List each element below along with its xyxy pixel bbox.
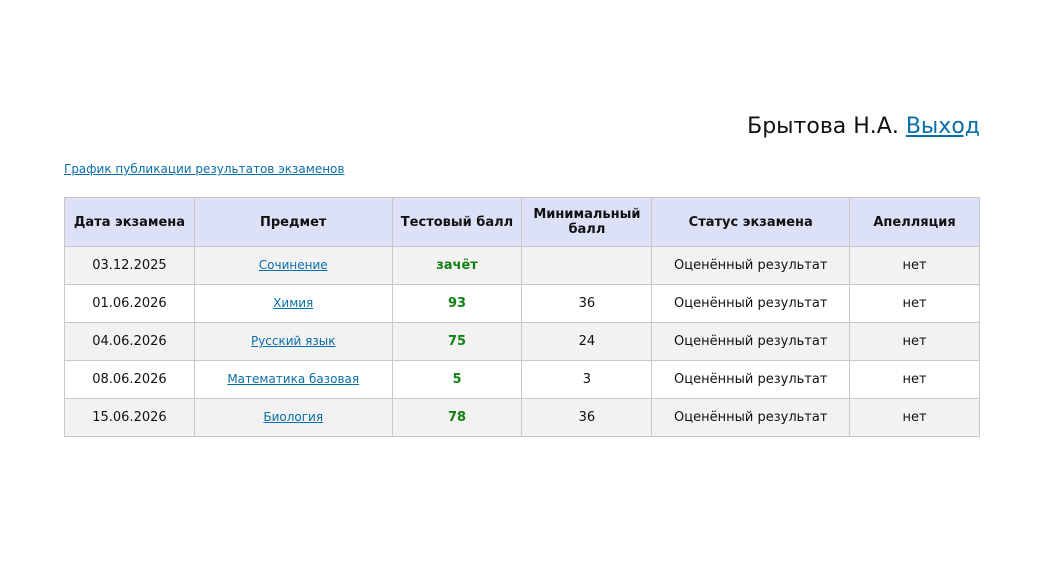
exam-date: 15.06.2026 [64, 398, 195, 437]
column-header: Дата экзамена [64, 197, 195, 247]
subject-link[interactable]: Математика базовая [227, 372, 360, 386]
subject-link[interactable]: Сочинение [258, 258, 328, 272]
column-header: Статус экзамена [651, 197, 851, 247]
appeal: нет [849, 322, 980, 361]
table-body: 03.12.2025 Сочинение зачёт Оценённый резуль… [64, 246, 980, 437]
appeal: нет [849, 360, 980, 399]
exam-date: 03.12.2025 [64, 246, 195, 285]
test-score: 78 [391, 398, 523, 437]
logout-link[interactable]: Выход [905, 114, 980, 139]
subject-cell: Русский язык [193, 322, 393, 361]
results-table: Дата экзамена Предмет Тестовый балл Минимал… [64, 197, 980, 437]
subject-cell: Математика базовая [193, 360, 393, 399]
user-box: Брытова Н.А. Выход [747, 114, 980, 139]
exam-status: Оценённый результат [651, 398, 851, 437]
appeal: нет [849, 284, 980, 323]
subject-cell: Сочинение [193, 246, 393, 285]
min-score: 3 [521, 360, 653, 399]
table-row: 03.12.2025 Сочинение зачёт Оценённый резуль… [64, 246, 980, 285]
column-header: Минимальный балл [521, 197, 653, 247]
test-score: зачёт [391, 246, 523, 285]
column-header: Тестовый балл [391, 197, 523, 247]
table-row: 08.06.2026 Математика базовая 5 3 Оценённый … [64, 360, 980, 399]
test-score: 5 [391, 360, 523, 399]
exam-date: 04.06.2026 [64, 322, 195, 361]
subject-cell: Биология [193, 398, 393, 437]
subject-link[interactable]: Русский язык [250, 334, 336, 348]
test-score: 75 [391, 322, 523, 361]
header-row: Дата экзамена Предмет Тестовый балл Минимал… [64, 197, 980, 247]
exam-status: Оценённый результат [651, 322, 851, 361]
subject-cell: Химия [193, 284, 393, 323]
min-score: 24 [521, 322, 653, 361]
column-header: Апелляция [849, 197, 980, 247]
appeal: нет [849, 398, 980, 437]
test-score: 93 [391, 284, 523, 323]
table-row: 01.06.2026 Химия 93 36 Оценённый результат не… [64, 284, 980, 323]
subject-link[interactable]: Биология [263, 410, 324, 424]
table-row: 04.06.2026 Русский язык 75 24 Оценённый резу… [64, 322, 980, 361]
user-name: Брытова Н.А. [747, 114, 899, 139]
subject-link[interactable]: Химия [273, 296, 314, 310]
min-score-cell [521, 246, 653, 285]
exam-date: 08.06.2026 [64, 360, 195, 399]
exam-status: Оценённый результат [651, 360, 851, 399]
exam-date: 01.06.2026 [64, 284, 195, 323]
exam-status: Оценённый результат [651, 284, 851, 323]
exam-status: Оценённый результат [651, 246, 851, 285]
table-row: 15.06.2026 Биология 78 36 Оценённый результа… [64, 398, 980, 437]
column-header: Предмет [193, 197, 393, 247]
schedule-link[interactable]: График публикации результатов экзаменов [64, 162, 345, 176]
min-score: 36 [521, 398, 653, 437]
min-score: 36 [521, 284, 653, 323]
appeal: нет [849, 246, 980, 285]
